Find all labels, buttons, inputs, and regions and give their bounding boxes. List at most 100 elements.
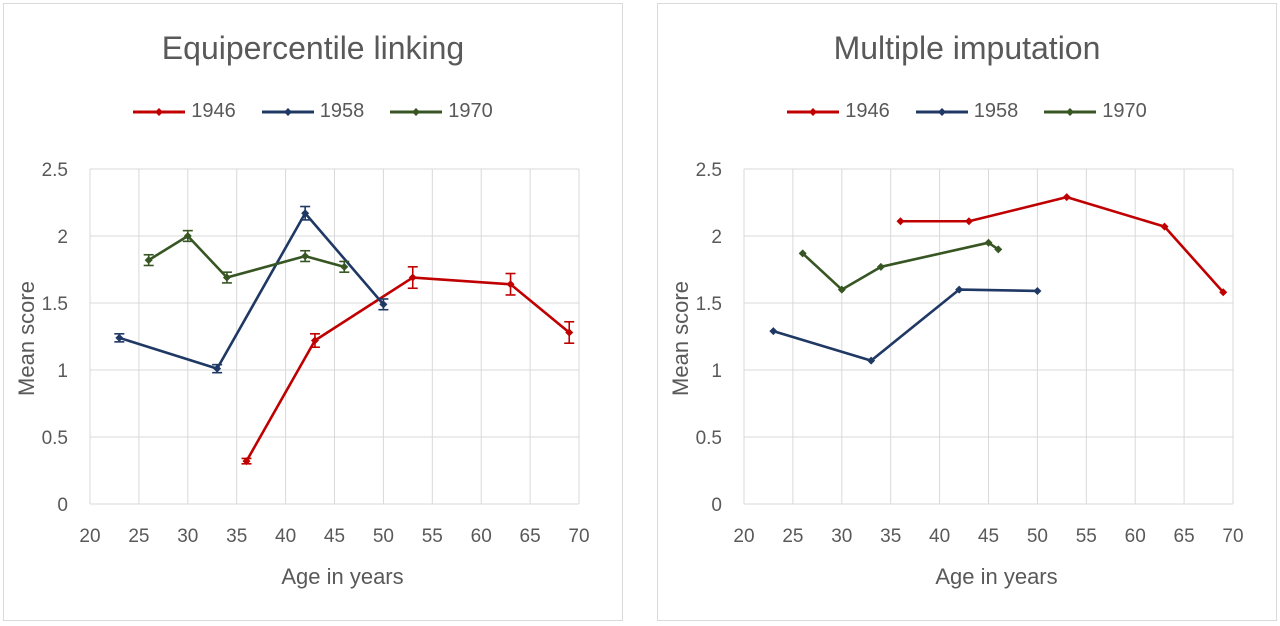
y-axis-title: Mean score	[14, 281, 39, 396]
y-tick-label: 0.5	[42, 428, 68, 449]
legend-label-1958: 1958	[319, 100, 365, 122]
grid-lines	[743, 168, 1234, 505]
legend-item-1958: 1958	[261, 100, 365, 123]
data-point	[964, 217, 973, 226]
y-tick-label: 0.5	[696, 428, 722, 449]
chart-title: Multiple imputation	[833, 30, 1101, 66]
legend-swatch-1958	[261, 107, 314, 116]
y-tick-label: 2.5	[42, 160, 68, 181]
x-tick-label: 65	[1174, 526, 1195, 547]
data-point	[798, 249, 807, 258]
data-point	[301, 209, 310, 218]
data-point	[115, 333, 124, 342]
series-1958	[769, 285, 1042, 365]
chart-legend: 1946 1958 1970	[658, 100, 1276, 123]
series-line-1958	[118, 211, 385, 370]
series-line-1970	[147, 234, 345, 279]
x-tick-label: 25	[128, 526, 149, 547]
data-point	[896, 217, 905, 226]
legend-swatch-1946	[787, 107, 840, 116]
data-point	[837, 285, 846, 294]
series-1958	[114, 205, 389, 374]
legend-item-1970: 1970	[390, 100, 493, 123]
legend-item-1970: 1970	[1044, 100, 1147, 123]
y-tick-label: 0	[711, 495, 722, 516]
x-tick-label: 20	[733, 526, 754, 547]
data-point	[301, 252, 310, 261]
data-point	[144, 256, 153, 265]
grid-lines	[89, 168, 580, 505]
legend-label-1970: 1970	[1102, 100, 1147, 122]
legend-swatch-1970	[390, 107, 443, 116]
x-axis-title: Age in years	[935, 564, 1057, 589]
data-point	[1033, 286, 1042, 295]
x-axis-title: Age in years	[281, 564, 403, 589]
legend-label-1970: 1970	[448, 100, 493, 122]
x-tick-label: 70	[1222, 526, 1243, 547]
x-tick-label: 30	[831, 526, 852, 547]
data-point	[867, 356, 876, 365]
x-tick-label: 55	[422, 526, 443, 547]
series-1970	[143, 229, 350, 284]
legend-label-1946: 1946	[845, 100, 890, 122]
data-point	[213, 364, 222, 373]
legend-label-1958: 1958	[973, 100, 1019, 122]
x-tick-label: 55	[1076, 526, 1097, 547]
data-point	[769, 327, 778, 336]
legend-item-1958: 1958	[915, 100, 1019, 123]
legend-label-1946: 1946	[191, 100, 236, 122]
x-tick-label: 45	[978, 526, 999, 547]
series-1970	[798, 238, 1003, 294]
data-point	[565, 328, 574, 337]
data-point	[994, 245, 1003, 254]
x-tick-label: 45	[324, 526, 345, 547]
series-1946	[241, 266, 575, 466]
y-tick-label: 1	[711, 361, 722, 382]
series-line-1958	[772, 288, 1038, 362]
x-tick-label: 65	[520, 526, 541, 547]
x-tick-label: 35	[880, 526, 901, 547]
data-point	[310, 336, 319, 345]
y-tick-label: 0	[57, 495, 68, 516]
data-point	[876, 262, 885, 271]
chart-panel-equipercentile: Equipercentile linking 1946 1958 1970 20…	[3, 3, 623, 621]
x-tick-label: 20	[79, 526, 100, 547]
x-tick-label: 70	[568, 526, 589, 547]
y-tick-label: 2	[57, 227, 68, 248]
chart-legend: 1946 1958 1970	[4, 100, 622, 123]
series-line-1946	[245, 276, 571, 462]
x-tick-label: 25	[782, 526, 803, 547]
line-chart-equipercentile: 20 25 30 35 40 45 50 55 60 65 70 0 0.5 1 1.5 2 2.5 Age in…	[14, 160, 590, 589]
data-point	[379, 300, 388, 309]
data-point	[506, 280, 515, 289]
data-point	[1160, 222, 1169, 231]
data-point	[1062, 193, 1071, 202]
y-tick-label: 1.5	[42, 294, 68, 315]
y-axis-title: Mean score	[668, 281, 693, 396]
x-tick-label: 60	[1125, 526, 1146, 547]
data-point	[183, 232, 192, 240]
data-point	[340, 262, 349, 271]
x-tick-label: 40	[929, 526, 950, 547]
series-1946	[896, 193, 1228, 297]
legend-swatch-1946	[133, 107, 186, 116]
data-point	[1219, 288, 1228, 297]
x-tick-label: 40	[275, 526, 296, 547]
x-tick-label: 50	[373, 526, 394, 547]
data-point	[222, 273, 231, 282]
data-point	[408, 273, 417, 282]
legend-item-1946: 1946	[787, 100, 890, 123]
data-point	[955, 285, 964, 294]
chart-panel-multiple-imputation: Multiple imputation 1946 1958 1970 20 25 3…	[657, 3, 1277, 621]
x-tick-label: 35	[226, 526, 247, 547]
legend-swatch-1958	[915, 107, 968, 116]
data-point	[242, 457, 251, 466]
data-point	[984, 238, 993, 247]
y-tick-label: 2	[711, 227, 722, 248]
line-chart-multiple-imputation: 20 25 30 35 40 45 50 55 60 65 70 0 0.5 1 1.5 2 2.5 Age in…	[668, 160, 1244, 589]
x-tick-label: 60	[471, 526, 492, 547]
x-tick-label: 50	[1027, 526, 1048, 547]
series-line-1970	[801, 241, 1000, 291]
y-tick-label: 1.5	[696, 294, 722, 315]
y-tick-label: 2.5	[696, 160, 722, 181]
